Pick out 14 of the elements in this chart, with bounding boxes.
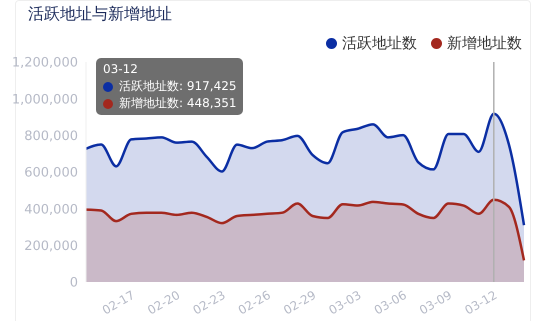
y-tick-label: 800,000 (24, 128, 78, 144)
y-tick-label: 600,000 (24, 166, 78, 181)
y-tick-label: 1,200,000 (12, 56, 78, 71)
annotation: 新增地址数: 448,351 (119, 95, 236, 112)
chart-title: 活跃地址与新增地址 (28, 4, 172, 25)
annotation: 活跃地址数: 917,425 (119, 78, 236, 95)
y-tick-label: 200,000 (24, 238, 78, 254)
y-tick-label: 400,000 (24, 202, 78, 218)
y-tick-label: 0 (70, 276, 78, 291)
y-tick-label: 1,000,000 (12, 92, 78, 108)
legend-label: 新增地址数 (447, 34, 522, 53)
legend-label: 活跃地址数 (342, 34, 417, 53)
tooltip-box: 03-12 活跃地址数: 917,425 新增地址数: 448,351 (96, 58, 244, 115)
annotation: 03-12 (103, 61, 138, 78)
